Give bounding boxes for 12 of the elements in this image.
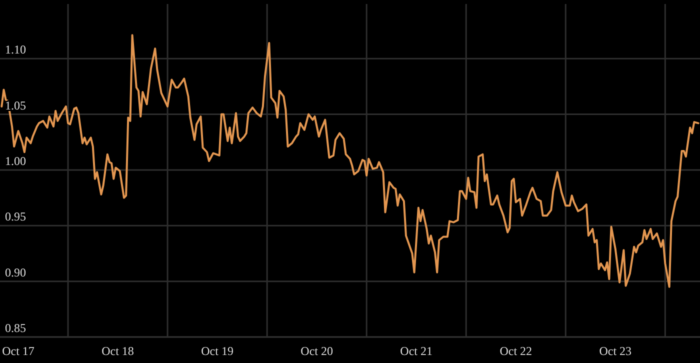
x-tick-label: Oct 20 bbox=[300, 344, 333, 358]
x-tick-label: Oct 21 bbox=[400, 344, 433, 358]
y-tick-label: 0.95 bbox=[5, 210, 26, 224]
x-tick-label: Oct 18 bbox=[102, 344, 134, 358]
y-tick-label: 0.90 bbox=[5, 265, 26, 280]
x-tick-label: Oct 22 bbox=[500, 344, 532, 358]
x-tick-label: Oct 23 bbox=[599, 344, 632, 358]
y-tick-label: 1.10 bbox=[5, 42, 26, 57]
x-tick-label: Oct 17 bbox=[2, 344, 34, 358]
y-tick-label: 0.85 bbox=[5, 321, 26, 335]
y-tick-label: 1.00 bbox=[5, 154, 26, 168]
x-tick-label: Oct 19 bbox=[201, 344, 234, 358]
